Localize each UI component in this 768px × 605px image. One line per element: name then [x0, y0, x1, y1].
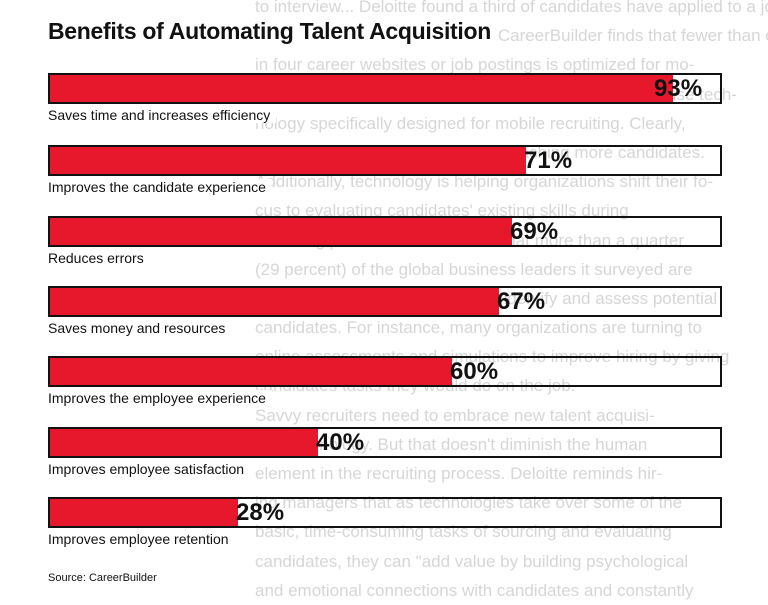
background-text-line: (29 percent) of the global business lead… — [255, 259, 693, 279]
background-text-line: to interview... Deloitte found a third o… — [255, 0, 768, 16]
background-text-line: element in the recruiting process. Deloi… — [255, 464, 663, 483]
category-label: Improves the employee experience — [48, 390, 272, 406]
bar-frame: 28% — [48, 497, 722, 528]
bar — [50, 218, 512, 245]
bar-frame: 93% — [48, 73, 722, 104]
bar — [50, 429, 318, 456]
background-text-line: and emotional connections with candidate… — [255, 580, 694, 600]
category-label: Reduces errors — [48, 250, 150, 266]
bar-value-label: 93% — [654, 75, 703, 102]
chart-title: Benefits of Automating Talent Acquisitio… — [48, 18, 498, 45]
category-label: Improves the candidate experience — [48, 179, 272, 195]
bar-value-label: 71% — [524, 147, 573, 174]
bar-value-label: 69% — [510, 218, 559, 245]
background-text-line: Additionally, technology is helping orga… — [255, 172, 714, 192]
category-label: Saves money and resources — [48, 320, 232, 336]
bar — [50, 499, 238, 526]
background-text-line: nology specifically designed for mobile … — [255, 113, 686, 133]
bar — [50, 75, 673, 102]
source-note: Source: CareerBuilder — [48, 572, 157, 584]
bar — [50, 147, 526, 174]
category-label: Improves employee satisfaction — [48, 461, 251, 477]
category-label: Improves employee retention — [48, 531, 235, 547]
background-text-line: tion technology. But that doesn't dimini… — [255, 434, 648, 454]
bar — [50, 288, 499, 315]
bar-frame: 71% — [48, 145, 722, 176]
background-text-line: in four career websites or job postings … — [255, 55, 695, 75]
bar-value-label: 60% — [450, 358, 499, 385]
bar — [50, 358, 452, 385]
category-label: Saves time and increases efficiency — [48, 107, 277, 123]
bar-value-label: 67% — [497, 288, 546, 315]
bar-frame: 67% — [48, 286, 722, 317]
background-text-line: candidates, they can "add value by build… — [255, 551, 689, 571]
bar-value-label: 40% — [316, 429, 365, 456]
background-text-line: candidates. For instance, many organizat… — [255, 318, 702, 338]
background-text-line: cus to evaluating candidates' existing s… — [255, 201, 629, 221]
background-text-line: Savvy recruiters need to embrace new tal… — [255, 405, 655, 425]
bar-frame: 60% — [48, 356, 722, 387]
bar-frame: 40% — [48, 427, 722, 458]
bar-frame: 69% — [48, 216, 722, 247]
bar-value-label: 28% — [236, 499, 285, 526]
